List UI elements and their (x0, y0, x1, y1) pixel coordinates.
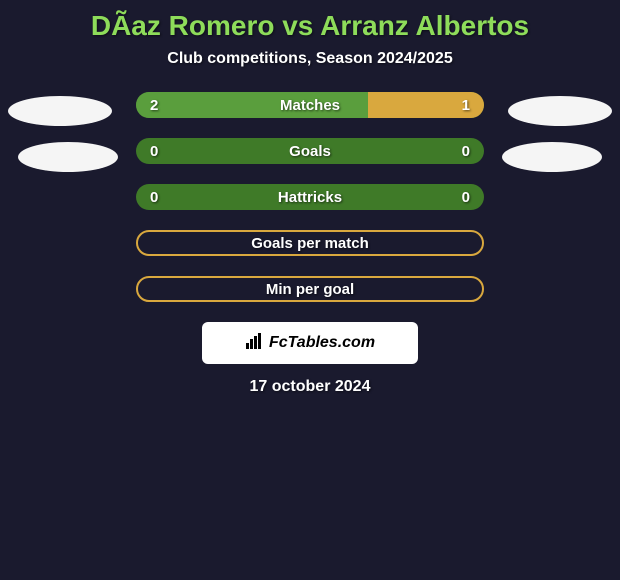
stat-label: Goals per match (138, 232, 482, 254)
avatar-player-right-2 (502, 142, 602, 172)
stat-label: Hattricks (136, 184, 484, 210)
stat-label: Min per goal (138, 278, 482, 300)
date-text: 17 october 2024 (0, 378, 620, 396)
stat-label: Goals (136, 138, 484, 164)
stat-value-left: 2 (150, 92, 158, 118)
avatar-player-left-2 (18, 142, 118, 172)
avatar-player-left-1 (8, 96, 112, 126)
logo-text: FcTables.com (269, 334, 375, 352)
stats-area: Matches21Goals00Hattricks00Goals per mat… (0, 92, 620, 302)
stat-value-right: 1 (462, 92, 470, 118)
subtitle: Club competitions, Season 2024/2025 (0, 50, 620, 68)
comparison-infographic: DÃ­az Romero vs Arranz Albertos Club com… (0, 0, 620, 406)
stat-value-left: 0 (150, 138, 158, 164)
avatar-player-right-1 (508, 96, 612, 126)
stat-value-left: 0 (150, 184, 158, 210)
stat-value-right: 0 (462, 138, 470, 164)
stat-label: Matches (136, 92, 484, 118)
stat-row: Goals0 0 (136, 138, 484, 164)
stat-row: Min per goal (136, 276, 484, 302)
bar-chart-icon (245, 332, 263, 355)
stat-row: Hattricks0 0 (136, 184, 484, 210)
stat-value-right: 0 (462, 184, 470, 210)
page-title: DÃ­az Romero vs Arranz Albertos (0, 10, 620, 42)
stat-row: Goals per match (136, 230, 484, 256)
stat-row: Matches2 1 (136, 92, 484, 118)
stat-rows: Matches21Goals00Hattricks00Goals per mat… (0, 92, 620, 302)
logo-box: FcTables.com (202, 322, 418, 364)
